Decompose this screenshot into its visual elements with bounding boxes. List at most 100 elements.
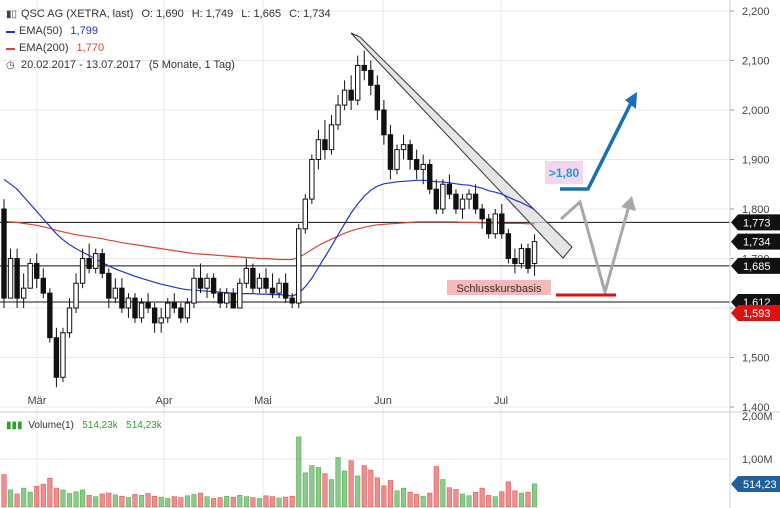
candle-body [27,262,33,289]
candle-body [79,258,86,284]
moving-averages [3,178,535,297]
volume-bar [505,481,511,508]
value-tag-box [731,257,780,274]
volume-bar [197,492,204,508]
candle-body [492,213,498,235]
candle [230,288,236,309]
target-label: >1,80 [549,166,580,180]
candle-body [269,287,276,294]
ema200-row[interactable]: EMA(200) 1,770 [6,40,331,57]
candle-body [40,277,46,294]
volume-bar [276,497,282,508]
candle-body [93,253,99,269]
candle [341,80,348,110]
candle [472,184,479,214]
candle-body [224,292,230,304]
candle [138,298,145,323]
candle-body [204,277,210,289]
volume-bar [53,487,59,508]
candle-body [531,241,538,264]
candle [433,179,440,214]
candle-body [178,307,184,319]
candle-body [466,193,472,200]
volume-bar [224,495,230,508]
volume-value-tag: 514,23 [731,476,780,492]
volume-bar [283,496,289,508]
clock-icon[interactable]: ◷ [6,60,15,71]
candle-body [296,228,302,304]
symbol-title: QSC AG (XETRA, last) [21,8,134,20]
volume-bar [250,497,256,508]
candle-body [112,287,119,299]
candle [446,174,453,200]
candle [66,298,73,338]
candle-body [250,267,256,289]
candle-body [413,159,420,170]
candlestick-icon[interactable]: ▮▯ [6,9,18,20]
candle [269,273,276,299]
candle [184,298,191,323]
volume-bar [165,498,171,508]
volume-bar [315,467,322,508]
volume-bar [66,493,73,508]
volume-bar [191,494,197,508]
candle-body [440,183,446,210]
candle-body [315,139,322,160]
candle-body [407,144,413,160]
volume-bar [86,494,92,508]
volume-value-1: 514,23k [82,420,118,431]
candle-body [243,267,250,284]
candle-body [197,277,204,289]
candle [348,75,354,110]
candle [400,134,407,160]
candle-body [348,89,354,101]
volume-bar [60,489,66,508]
value-tag: 1,685 [731,257,780,274]
candle-body [486,218,492,235]
candle [79,248,86,289]
candle [119,278,125,313]
candle-body [374,84,381,111]
blue-arrowhead [625,92,637,109]
y-tick-label: 1,400 [742,402,770,414]
volume-bar [125,497,132,508]
ema50-row[interactable]: EMA(50) 1,799 [6,23,331,40]
volume-bar [348,460,354,508]
volume-bar [204,496,210,508]
volume-bar [80,489,86,508]
ema50-label: EMA(50) [19,25,63,37]
value-tag-label: 1,685 [743,261,771,273]
candle-body [106,272,112,299]
candle [237,278,243,309]
blue-scenario-path [560,100,634,191]
candle [420,154,426,185]
candle [125,293,132,318]
candle-body [328,124,335,151]
volume-bar [459,493,466,508]
candle [256,273,263,294]
volume-bar [525,491,531,508]
candle-body [368,69,374,86]
high-value: 1,749 [205,8,234,20]
range-note: (5 Monate, 1 Tag) [148,59,235,71]
candle-body [151,307,158,324]
candle [407,139,413,170]
range-row: ◷ 20.02.2017 - 13.07.2017 (5 Monate, 1 T… [6,57,331,74]
candle-body [518,248,525,264]
volume-bar [414,494,420,508]
candle-body [217,292,223,304]
support-label-box [447,280,551,295]
candle [479,204,485,229]
candle [145,293,151,313]
candle [289,293,295,308]
volume-bar [499,491,505,508]
volume-bar [184,495,191,508]
candle-body [34,262,40,279]
volume-bar [93,496,99,508]
volume-tag-box [731,476,780,492]
candle [296,223,302,308]
candle [322,119,328,160]
candle-body [472,193,479,210]
volume-bar [309,465,315,508]
